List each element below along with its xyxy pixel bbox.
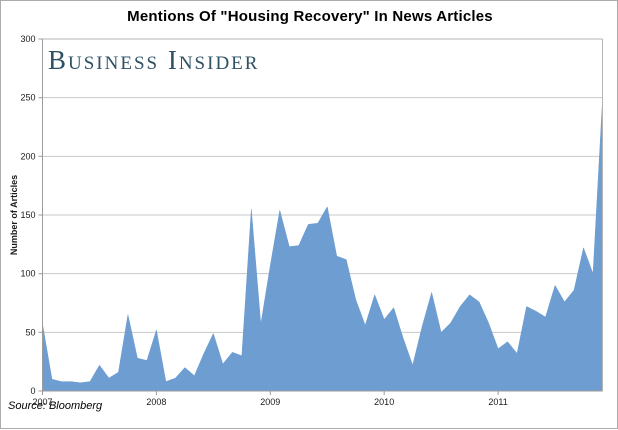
y-tick-label: 150	[20, 210, 35, 220]
x-tick-label: 2009	[260, 397, 280, 407]
chart-title: Mentions Of "Housing Recovery" In News A…	[127, 8, 493, 25]
y-tick-label: 300	[20, 34, 35, 44]
x-tick-label: 2010	[374, 397, 394, 407]
y-tick-label: 200	[20, 151, 35, 161]
business-insider-watermark: Business Insider	[48, 45, 260, 75]
y-axis-title: Number of Articles	[9, 174, 19, 256]
x-tick-label: 2008	[146, 397, 166, 407]
x-tick-label: 2007	[32, 397, 52, 407]
x-tick-label: 2011	[488, 397, 507, 407]
y-tick-label: 0	[30, 386, 35, 396]
source-attribution: Source: Bloomberg	[8, 400, 103, 412]
y-tick-label: 50	[25, 327, 35, 337]
y-tick-label: 100	[20, 269, 35, 279]
y-tick-label: 250	[20, 93, 35, 103]
area-series	[42, 99, 603, 392]
